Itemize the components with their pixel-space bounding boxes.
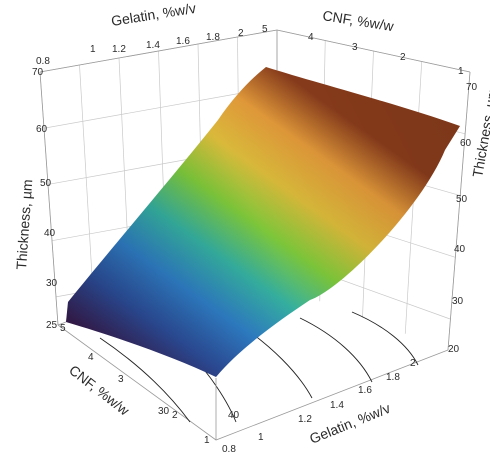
tick-label: 4	[308, 32, 314, 43]
axis-title-cnf-bottom: CNF, %w/w	[66, 362, 133, 419]
front-box	[57, 321, 217, 440]
floor-contour	[99, 337, 191, 423]
axis-title-gelatin-bottom: Gelatin, %w/v	[307, 400, 392, 447]
tick-label: 1	[204, 435, 210, 446]
tick-label: 3	[118, 374, 124, 385]
tick-label: 20	[448, 344, 460, 355]
tick-label: 2	[410, 358, 416, 369]
tick-label: 1.2	[112, 44, 126, 55]
tick-label: 1.4	[146, 40, 160, 51]
top-cnf-axis: 5 4 3 2 1 CNF, %w/w	[262, 7, 464, 77]
tick-label: 1.2	[298, 414, 312, 425]
tick-label: 2	[172, 410, 178, 421]
tick-label: 4	[88, 352, 94, 363]
tick-label: 2	[400, 52, 406, 63]
tick-label: 1	[90, 44, 96, 55]
front-box-edges	[57, 321, 217, 440]
tick-label: 50	[456, 194, 468, 205]
tick-label: 1.8	[386, 372, 400, 383]
tick-label: 5	[60, 323, 66, 334]
floor-contour	[351, 311, 419, 366]
tick-label: 1.6	[358, 385, 372, 396]
right-thickness-axis: 70 60 50 40 30 20 Thickness, µm	[448, 82, 490, 355]
tick-label: 60	[36, 124, 48, 135]
tick-label: 2	[238, 28, 244, 39]
tick-label: 40	[454, 244, 466, 255]
bottom-gelatin-axis: 0.8 1 1.2 1.4 1.6 1.8 2 Gelatin, %w/v	[222, 358, 416, 455]
axis-title-thickness-left: Thickness, µm	[13, 179, 35, 270]
tick-label: 5	[262, 24, 268, 35]
tick-label: 3	[352, 42, 358, 53]
back-box-edges	[39, 29, 471, 351]
tick-label: 50	[40, 178, 52, 189]
tick-label: 40	[44, 228, 56, 239]
tick-label: 0.8	[222, 444, 236, 455]
floor-contour	[299, 317, 373, 383]
tick-label: 1.8	[206, 32, 220, 43]
tick-label: 60	[460, 138, 472, 149]
tick-label: 30	[452, 296, 464, 307]
tick-label: 30	[46, 278, 58, 289]
surface	[66, 67, 460, 377]
floor-contour-label: 30	[158, 406, 170, 417]
tick-label: 25	[46, 320, 58, 331]
tick-label: 1.4	[330, 400, 344, 411]
left-thickness-axis: 70 60 50 40 30 25 Thickness, µm	[13, 67, 58, 331]
tick-label: 70	[32, 67, 44, 78]
surface-shading	[66, 67, 460, 377]
top-gelatin-axis: 0.8 1 1.2 1.4 1.6 1.8 2 Gelatin, %w/v	[36, 0, 244, 67]
axis-title-cnf-top: CNF, %w/w	[322, 7, 396, 34]
tick-label: 70	[466, 82, 478, 93]
axis-title-gelatin-top: Gelatin, %w/v	[110, 0, 197, 29]
floor-contour-label: 40	[228, 410, 240, 421]
tick-label: 1.6	[176, 36, 190, 47]
axis-title-thickness-right: Thickness, µm	[469, 87, 490, 179]
gridline	[43, 86, 278, 129]
tick-label: 0.8	[36, 56, 50, 67]
tick-label: 1	[258, 432, 264, 443]
tick-label: 1	[458, 66, 464, 77]
